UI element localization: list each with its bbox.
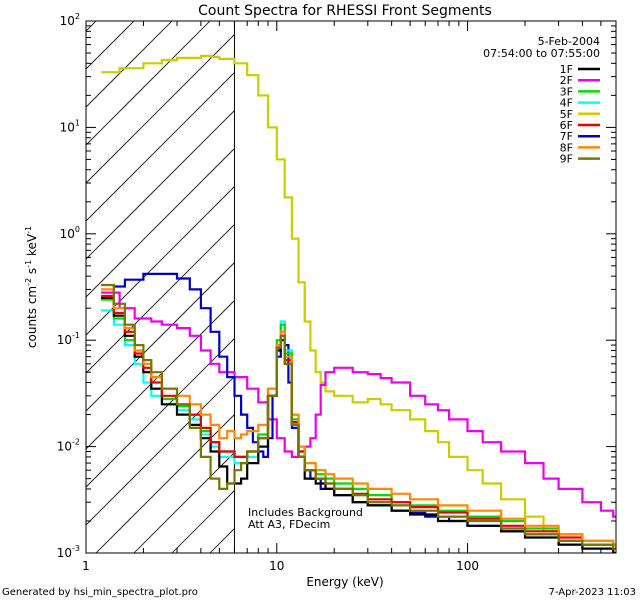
y-tick-label-1: 10-2 — [57, 438, 80, 454]
legend-label-7f: 7F — [560, 130, 573, 143]
series-line-9f — [101, 283, 616, 550]
y-axis-label: counts cm-2 s-1 keV-1 — [24, 226, 39, 348]
legend-label-9f: 9F — [560, 153, 573, 166]
chart-title: Count Spectra for RHESSI Front Segments — [198, 3, 492, 19]
series-line-2f — [101, 291, 616, 518]
legend-label-3f: 3F — [560, 85, 573, 98]
legend-label-4f: 4F — [560, 97, 573, 110]
y-tick-label-4: 101 — [60, 118, 80, 134]
hatch-line-6 — [86, 71, 235, 222]
hatch-line-13 — [86, 337, 235, 488]
hatch-line-15 — [95, 413, 235, 553]
plot-frame — [85, 20, 617, 554]
x-axis-label: Energy (keV) — [306, 575, 383, 589]
x-tick-label-2: 100 — [456, 559, 479, 573]
x-tick-label-0: 1 — [82, 559, 90, 573]
y-tick-label-0: 10-3 — [57, 544, 80, 560]
hatch-line-7 — [86, 109, 235, 260]
hatch-line-16 — [133, 451, 235, 553]
y-tick-label-3: 100 — [60, 225, 80, 241]
legend-label-5f: 5F — [560, 108, 573, 121]
hatch-line-14 — [86, 375, 235, 526]
hatch-line-8 — [86, 147, 235, 298]
hatch-line-18 — [209, 527, 235, 553]
annotation-line-1: Includes Background — [248, 506, 363, 519]
series-line-5f — [101, 54, 584, 553]
x-tick-label-1: 10 — [269, 559, 284, 573]
y-axis-ticks: 10-3 10-2 10-1 100 101 102 — [57, 12, 616, 560]
hatched-region — [86, 21, 640, 553]
annotation-line-2: Att A3, FDecim — [248, 518, 330, 531]
y-tick-label-5: 102 — [60, 12, 80, 28]
legend-label-2f: 2F — [560, 74, 573, 87]
y-tick-label-2: 10-1 — [57, 331, 80, 347]
legend-label-1f: 1F — [560, 63, 573, 76]
observation-date: 5-Feb-2004 — [538, 35, 600, 48]
hatch-line-4 — [86, 21, 211, 146]
legend-label-6f: 6F — [560, 119, 573, 132]
observation-time-range: 07:54:00 to 07:55:00 — [483, 47, 600, 60]
hatch-line-11 — [86, 261, 235, 412]
hatch-line-1 — [86, 21, 97, 32]
legend-label-8f: 8F — [560, 141, 573, 154]
generated-by-footer: Generated by hsi_min_spectra_plot.pro — [2, 587, 198, 598]
hatch-line-12 — [86, 299, 235, 450]
hatch-line-19 — [248, 21, 640, 553]
hatch-line-10 — [86, 223, 235, 374]
hatch-line-9 — [86, 185, 235, 336]
x-axis-ticks: 1 10 100 — [82, 21, 617, 573]
footer-date-time: 7-Apr-2023 11:03 — [549, 587, 636, 598]
hatch-line-5 — [86, 33, 235, 184]
series-group — [101, 54, 616, 553]
